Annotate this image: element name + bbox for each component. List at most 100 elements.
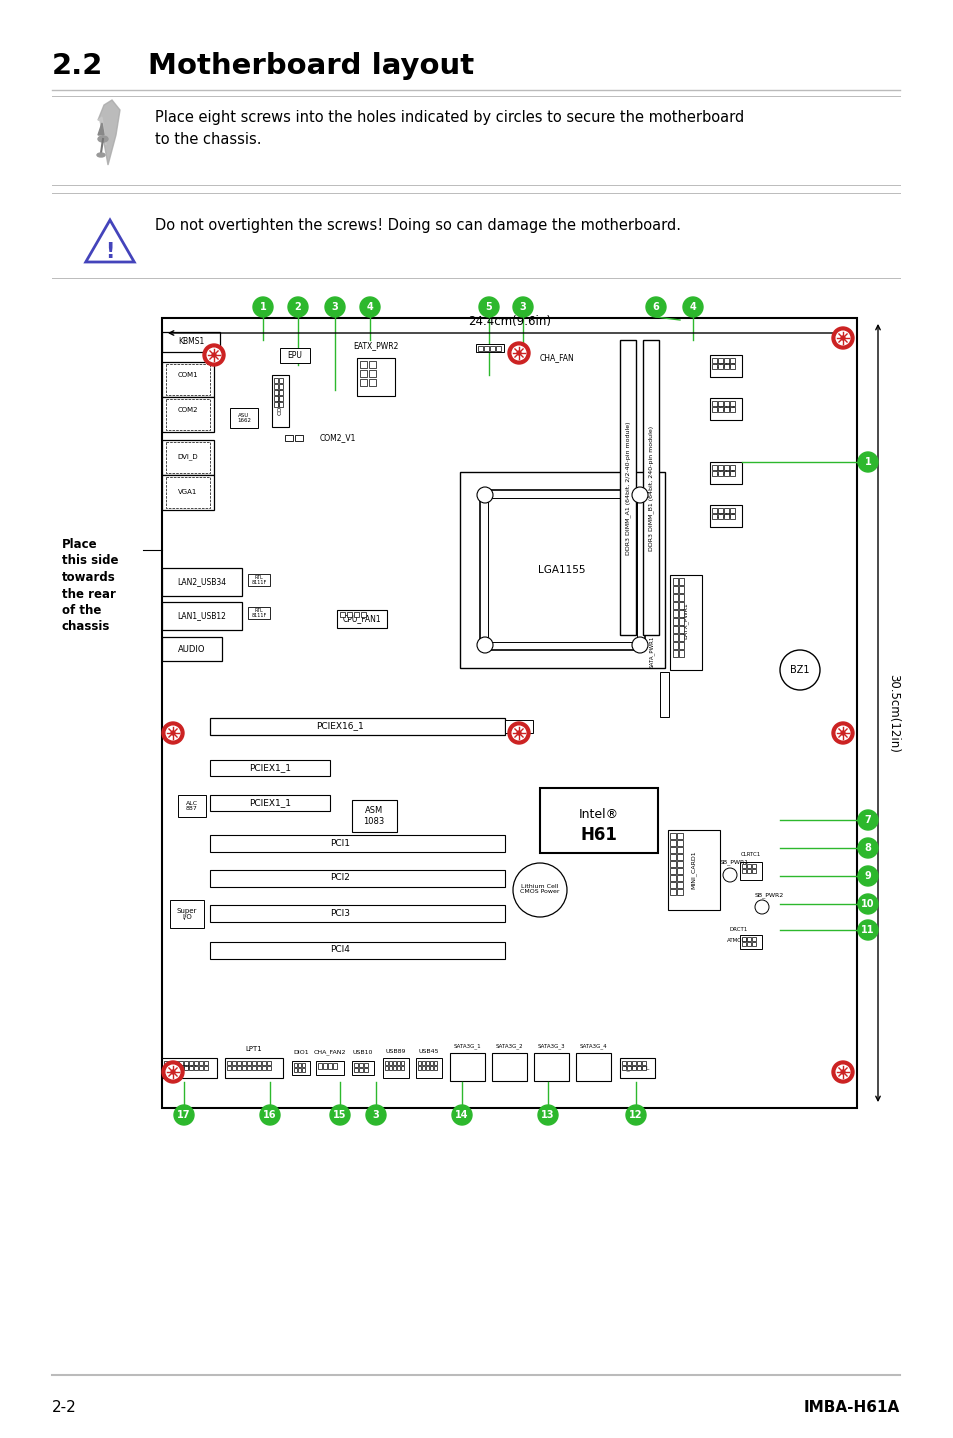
Bar <box>236 1061 241 1066</box>
Bar <box>711 508 717 513</box>
Circle shape <box>212 352 215 357</box>
Text: ASU
1662: ASU 1662 <box>236 413 251 423</box>
Bar <box>400 1061 403 1066</box>
Bar <box>476 344 503 352</box>
Bar <box>225 1058 283 1078</box>
Bar <box>393 1061 395 1066</box>
Bar <box>184 1061 188 1066</box>
Bar <box>426 1061 429 1066</box>
Bar <box>252 1066 255 1070</box>
Text: DRCT1: DRCT1 <box>729 928 747 932</box>
Bar <box>369 361 375 368</box>
Bar <box>679 626 683 633</box>
Bar <box>389 1066 392 1070</box>
Text: 7: 7 <box>863 815 870 825</box>
Bar <box>677 847 682 853</box>
Bar <box>729 472 734 476</box>
Text: 2-2: 2-2 <box>52 1401 76 1415</box>
Bar <box>669 575 701 670</box>
Circle shape <box>173 1104 193 1125</box>
Bar <box>718 464 722 470</box>
Text: ATMODE: ATMODE <box>726 938 749 943</box>
Bar <box>267 1061 271 1066</box>
Text: AUDIO: AUDIO <box>178 644 206 653</box>
Bar <box>751 864 755 869</box>
Bar <box>426 1066 429 1070</box>
Text: RTL
8111F: RTL 8111F <box>251 608 266 618</box>
Circle shape <box>162 1061 184 1083</box>
Text: IMBA-H61A: IMBA-H61A <box>803 1401 899 1415</box>
Bar <box>669 861 676 867</box>
Circle shape <box>625 1104 645 1125</box>
Circle shape <box>512 726 525 739</box>
Bar <box>729 508 734 513</box>
Text: USB45: USB45 <box>418 1048 438 1054</box>
Circle shape <box>366 1104 386 1125</box>
Bar <box>631 1066 636 1070</box>
Bar <box>669 833 676 838</box>
Text: RTL
8111F: RTL 8111F <box>251 575 266 585</box>
Bar <box>723 513 728 519</box>
Bar <box>729 358 734 362</box>
Bar <box>278 384 283 390</box>
Bar <box>677 840 682 846</box>
Bar <box>677 854 682 860</box>
Bar <box>385 1061 388 1066</box>
Bar <box>729 464 734 470</box>
Bar <box>729 401 734 406</box>
Bar <box>709 505 741 526</box>
Bar <box>669 889 676 894</box>
Bar <box>746 938 750 940</box>
Bar <box>210 795 330 811</box>
Bar <box>396 1066 399 1070</box>
Bar <box>534 1053 568 1081</box>
Bar <box>173 1066 178 1070</box>
Bar <box>262 1061 266 1066</box>
Bar <box>242 1061 246 1066</box>
Circle shape <box>171 1070 174 1074</box>
Circle shape <box>513 863 566 917</box>
Text: 2.2: 2.2 <box>52 52 103 81</box>
Bar <box>751 938 755 940</box>
Bar <box>210 718 504 735</box>
Text: DDR3 DIMM_B1 (64bit, 240-pin module): DDR3 DIMM_B1 (64bit, 240-pin module) <box>647 426 653 551</box>
Text: CPU_FAN1: CPU_FAN1 <box>342 614 381 624</box>
Bar <box>210 942 504 959</box>
Bar <box>169 1066 172 1070</box>
Circle shape <box>841 1070 844 1074</box>
Bar <box>672 618 678 626</box>
Bar <box>677 881 682 889</box>
Text: ASM
1083: ASM 1083 <box>363 807 384 825</box>
Text: 13: 13 <box>540 1110 554 1120</box>
Bar <box>359 370 367 377</box>
Text: LPT1: LPT1 <box>245 1045 262 1053</box>
Bar <box>315 1061 344 1076</box>
Bar <box>166 477 210 508</box>
Bar <box>421 1061 424 1066</box>
Bar <box>711 464 717 470</box>
Bar <box>496 347 500 351</box>
Bar <box>294 1063 296 1067</box>
Text: COM2_V1: COM2_V1 <box>319 433 356 443</box>
Bar <box>723 401 728 406</box>
Text: 4: 4 <box>366 302 373 312</box>
Bar <box>479 490 644 650</box>
Bar <box>359 361 367 368</box>
Circle shape <box>517 731 520 735</box>
Text: 24.4cm(9.6in): 24.4cm(9.6in) <box>468 315 551 328</box>
Bar <box>302 1063 305 1067</box>
Bar <box>718 513 722 519</box>
Bar <box>421 1066 424 1070</box>
Circle shape <box>682 298 702 316</box>
Bar <box>672 650 678 657</box>
Bar <box>679 594 683 601</box>
Bar <box>718 401 722 406</box>
Text: KBMS1: KBMS1 <box>177 338 204 347</box>
Bar <box>294 436 303 441</box>
Circle shape <box>857 866 877 886</box>
Text: COM1: COM1 <box>177 372 198 378</box>
Bar <box>256 1066 261 1070</box>
Text: COMBH2: COMBH2 <box>277 387 282 416</box>
Text: PCI4: PCI4 <box>330 946 350 955</box>
Bar <box>184 1066 188 1070</box>
